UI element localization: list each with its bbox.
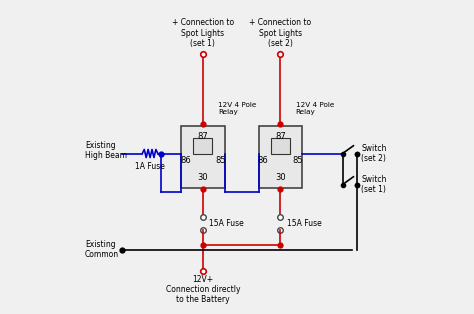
Text: 12V 4 Pole
Relay: 12V 4 Pole Relay xyxy=(218,102,256,115)
Bar xyxy=(259,126,302,188)
Text: Switch
(set 1): Switch (set 1) xyxy=(361,175,387,194)
Text: + Connection to
Spot Lights
(set 2): + Connection to Spot Lights (set 2) xyxy=(249,18,311,48)
Text: 1A Fuse: 1A Fuse xyxy=(135,162,165,171)
Text: 30: 30 xyxy=(198,173,208,181)
Bar xyxy=(271,138,290,154)
Bar xyxy=(193,138,212,154)
Text: 15A Fuse: 15A Fuse xyxy=(209,219,244,228)
Text: 12V 4 Pole
Relay: 12V 4 Pole Relay xyxy=(296,102,334,115)
Text: Existing
High Beam: Existing High Beam xyxy=(85,141,127,160)
Text: 87: 87 xyxy=(198,132,208,141)
Text: Existing
Common: Existing Common xyxy=(85,240,119,259)
Text: Switch
(set 2): Switch (set 2) xyxy=(361,144,387,163)
Text: 85: 85 xyxy=(215,156,226,165)
Text: 86: 86 xyxy=(258,156,268,165)
Text: 86: 86 xyxy=(180,156,191,165)
Text: 12V+
Connection directly
to the Battery: 12V+ Connection directly to the Battery xyxy=(165,274,240,304)
Text: 87: 87 xyxy=(275,132,286,141)
Text: + Connection to
Spot Lights
(set 1): + Connection to Spot Lights (set 1) xyxy=(172,18,234,48)
Text: 30: 30 xyxy=(275,173,286,181)
Text: 85: 85 xyxy=(292,156,303,165)
Text: 15A Fuse: 15A Fuse xyxy=(287,219,321,228)
Bar xyxy=(181,126,225,188)
